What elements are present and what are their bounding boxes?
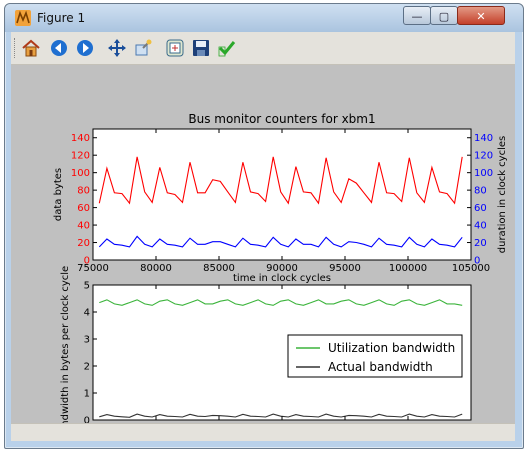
y-tick-label: 60 (77, 203, 90, 214)
chart-title: Bus monitor counters for xbm1 (188, 112, 375, 126)
y-right-tick-label: 20 (474, 238, 487, 249)
toolbar-grip[interactable] (14, 38, 18, 58)
y-right-tick-label: 40 (474, 221, 487, 232)
back-icon[interactable] (49, 38, 69, 58)
x-tick-label: 95000 (329, 263, 361, 274)
y-tick-label: 40 (77, 221, 90, 232)
zoom-icon[interactable] (133, 38, 153, 58)
series-line-1 (98, 156, 463, 205)
title-bar[interactable]: Figure 1 — ▢ ✕ (5, 4, 523, 32)
pan-icon[interactable] (107, 38, 127, 58)
app-icon (15, 10, 31, 26)
y-tick-label: 100 (71, 168, 90, 179)
home-icon[interactable] (21, 38, 41, 58)
close-button[interactable]: ✕ (457, 6, 505, 25)
y-axis-label: data bytes (53, 168, 64, 221)
window-client: 75000 80000 85000 90000 95000 100000 105000 0 20… (11, 32, 515, 444)
y-right-tick-label: 80 (474, 186, 487, 197)
legend-box (287, 334, 463, 378)
check-icon[interactable] (217, 38, 237, 58)
bandwidth-axes: 75000 80000 85000 90000 95000 100000 105000 0 1 2… (60, 266, 490, 444)
legend-label: Actual bandwidth (328, 360, 433, 374)
x-tick-label: 105000 (452, 263, 490, 274)
y-right-tick-label: 60 (474, 203, 487, 214)
x-tick-label: 75000 (77, 263, 109, 274)
y-right-axis-label: duration in clock cycles (497, 136, 508, 253)
x-tick-label: 90000 (266, 263, 298, 274)
y-tick-label: 2 (84, 362, 90, 373)
y-tick-label: 20 (77, 238, 90, 249)
y-right-tick-label: 120 (474, 151, 493, 162)
legend: Utilization bandwidth Actual bandwidth (287, 334, 463, 378)
y-right-tick-label: 0 (474, 256, 480, 267)
y-right-tick-label: 140 (474, 133, 493, 144)
figure-window: Figure 1 — ▢ ✕ (4, 3, 524, 449)
legend-label: Utilization bandwidth (328, 341, 455, 355)
x-tick-label: 85000 (203, 263, 235, 274)
y-axis-label: bandwidth in bytes per clock cycle (60, 266, 71, 423)
y-tick-label: 0 (84, 256, 90, 267)
series-line-1 (99, 299, 463, 306)
navigation-toolbar (11, 32, 515, 65)
y-tick-label: 80 (77, 186, 90, 197)
x-tick-label: 80000 (140, 263, 172, 274)
y-tick-label: 1 (84, 389, 90, 400)
y-tick-label: 5 (84, 281, 90, 292)
x-tick-label: 100000 (389, 263, 427, 274)
counters-axes: 75000 80000 85000 90000 95000 100000 105000020… (53, 112, 508, 284)
figure-canvas[interactable]: 75000 80000 85000 90000 95000 100000 105000 0 20… (11, 65, 515, 444)
y-tick-label: 140 (71, 133, 90, 144)
x-axis-label: time in clock cycles (233, 273, 331, 284)
y-tick-label: 3 (84, 335, 90, 346)
minimize-button[interactable]: — (403, 6, 431, 25)
subplots-icon[interactable] (165, 38, 185, 58)
y-tick-label: 120 (71, 151, 90, 162)
status-bar (11, 423, 515, 441)
series-line-2 (99, 413, 463, 418)
maximize-button[interactable]: ▢ (430, 6, 458, 25)
figure: 75000 80000 85000 90000 95000 100000 105000020… (53, 112, 508, 444)
y-right-tick-label: 100 (474, 168, 493, 179)
y-tick-label: 0 (84, 416, 90, 424)
series-line-2 (98, 235, 463, 248)
window-title: Figure 1 (37, 11, 86, 25)
forward-icon[interactable] (75, 38, 95, 58)
y-tick-label: 4 (84, 308, 90, 319)
save-icon[interactable] (191, 38, 211, 58)
